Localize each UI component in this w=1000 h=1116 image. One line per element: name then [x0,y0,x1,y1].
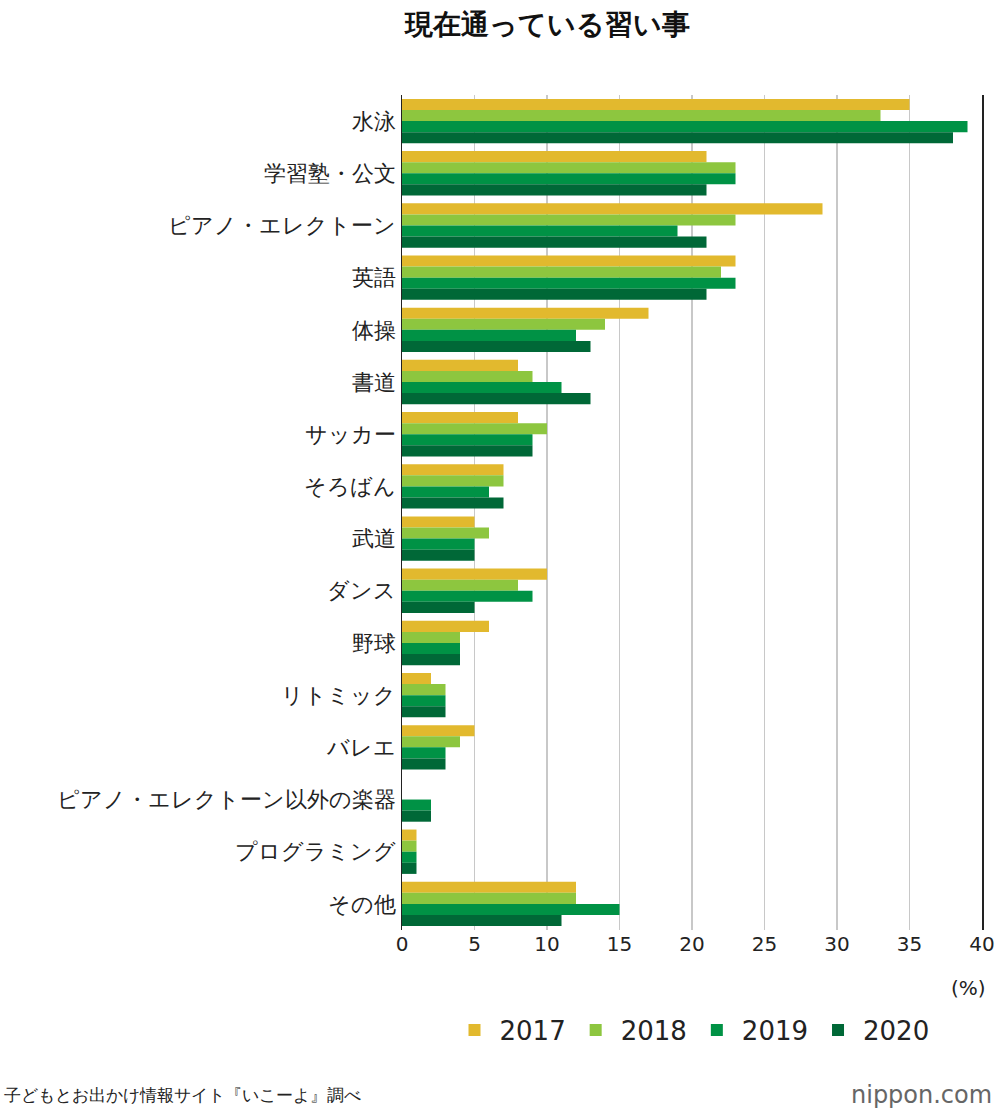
svg-text:プログラミング: プログラミング [235,839,396,864]
svg-text:野球: 野球 [352,631,396,656]
svg-text:武道: 武道 [352,526,396,551]
svg-text:40: 40 [969,932,994,956]
svg-text:2017: 2017 [500,1016,566,1046]
svg-text:ピアノ・エレクトーン以外の楽器: ピアノ・エレクトーン以外の楽器 [57,787,396,812]
svg-text:現在通っている習い事: 現在通っている習い事 [404,8,690,41]
svg-text:その他: その他 [328,892,396,917]
svg-text:そろばん: そろばん [304,474,396,499]
svg-text:2018: 2018 [621,1016,687,1046]
svg-text:10: 10 [534,932,559,956]
svg-text:子どもとお出かけ情報サイト『いこーよ』調べ: 子どもとお出かけ情報サイト『いこーよ』調べ [4,1085,361,1105]
svg-text:(%): (%) [951,976,986,1000]
svg-text:5: 5 [468,932,481,956]
svg-text:nippon.com: nippon.com [851,1081,992,1109]
svg-text:2020: 2020 [863,1016,929,1046]
svg-text:15: 15 [607,932,632,956]
svg-text:ダンス: ダンス [327,578,396,603]
svg-text:25: 25 [752,932,777,956]
svg-text:書道: 書道 [352,370,396,395]
svg-text:サッカー: サッカー [305,422,396,447]
svg-text:水泳: 水泳 [352,109,396,134]
svg-text:バレエ: バレエ [326,735,396,760]
svg-text:英語: 英語 [352,265,396,290]
svg-text:学習塾・公文: 学習塾・公文 [264,161,396,186]
svg-text:リトミック: リトミック [281,683,396,708]
svg-text:体操: 体操 [352,318,396,343]
svg-text:0: 0 [396,932,409,956]
svg-text:20: 20 [679,932,704,956]
svg-text:30: 30 [824,932,849,956]
svg-text:2019: 2019 [742,1016,808,1046]
svg-text:ピアノ・エレクトーン: ピアノ・エレクトーン [168,213,396,238]
svg-text:35: 35 [897,932,922,956]
